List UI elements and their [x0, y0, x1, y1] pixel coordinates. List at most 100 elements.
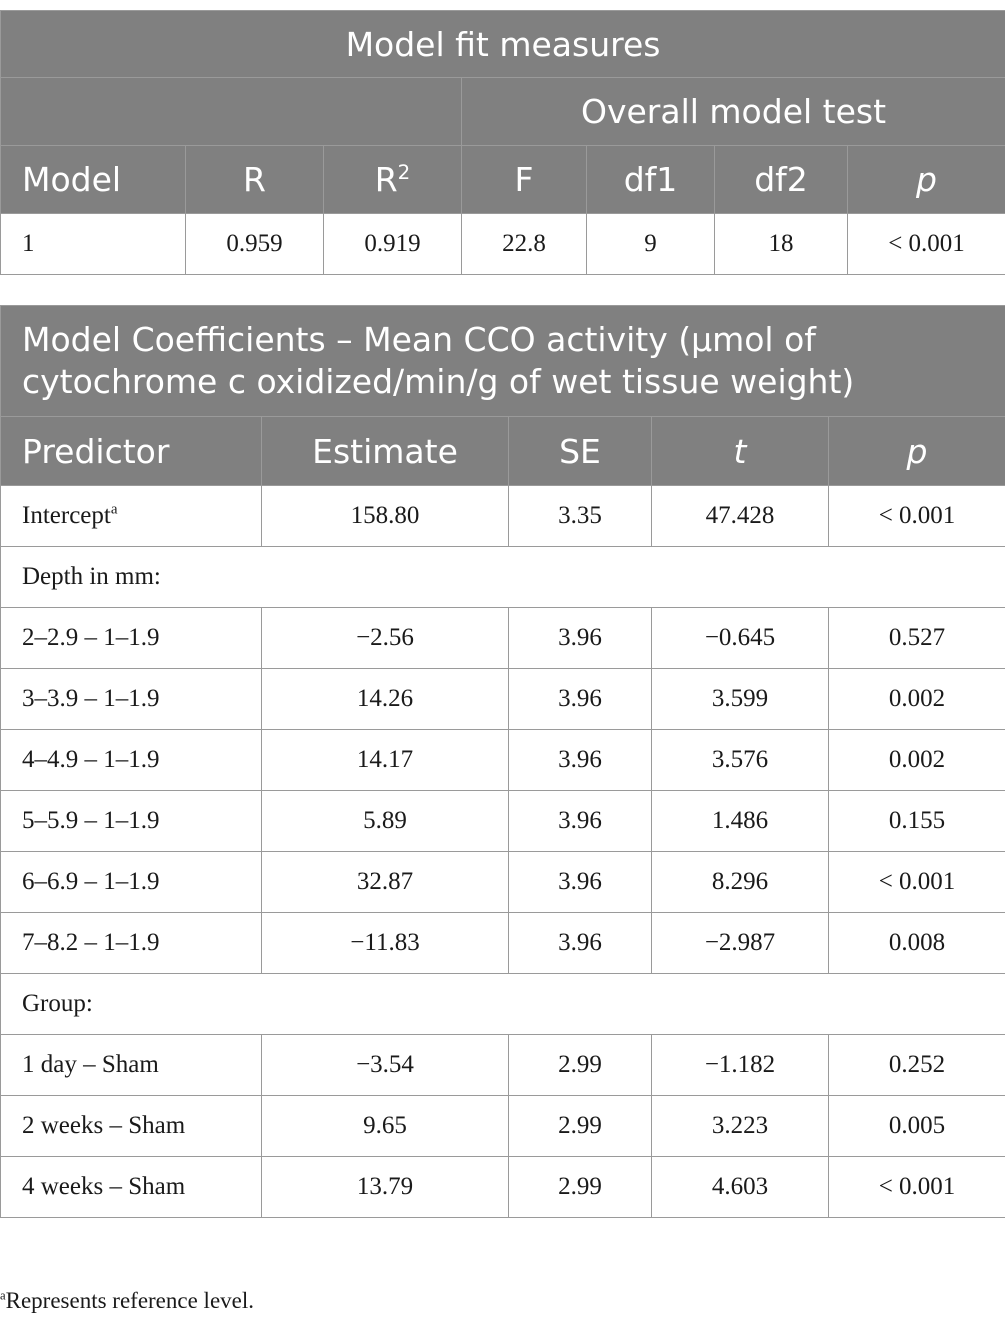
cell-p: 0.002 [828, 668, 1005, 730]
cell-df1: 9 [586, 213, 715, 275]
overall-model-test-header: Overall model test [460, 77, 1005, 146]
cell-predictor: Intercepta [0, 485, 262, 547]
col-t: t [651, 416, 829, 486]
cell-se: 3.96 [508, 790, 652, 852]
cell-r2: 0.919 [323, 213, 462, 275]
group-rows: 1 day – Sham −3.54 2.99 −1.182 0.252 2 weeks … [0, 1034, 1005, 1218]
cell-p: 0.527 [828, 607, 1005, 669]
section-row: Depth in mm: [0, 546, 1005, 608]
col-model: Model [0, 145, 186, 214]
col-se: SE [508, 416, 652, 486]
cell-se: 3.96 [508, 851, 652, 913]
cell-t: 8.296 [651, 851, 829, 913]
table-row: 1 0.959 0.919 22.8 9 18 < 0.001 [0, 213, 1005, 275]
cell-se: 2.99 [508, 1095, 652, 1157]
table-row: 4 weeks – Sham 13.79 2.99 4.603 < 0.001 [0, 1156, 1005, 1218]
model-fit-title: Model fit measures [0, 10, 1005, 78]
cell-df2: 18 [714, 213, 848, 275]
cell-se: 3.96 [508, 912, 652, 974]
cell-estimate: 158.80 [261, 485, 509, 547]
cell-estimate: 14.26 [261, 668, 509, 730]
header-spacer [0, 77, 462, 146]
col-predictor: Predictor [0, 416, 262, 486]
table-row: 7–8.2 – 1–1.9 −11.83 3.96 −2.987 0.008 [0, 912, 1005, 974]
col-r2-base: R [374, 160, 398, 199]
cell-estimate: −11.83 [261, 912, 509, 974]
table-row: 5–5.9 – 1–1.9 5.89 3.96 1.486 0.155 [0, 790, 1005, 852]
cell-t: 1.486 [651, 790, 829, 852]
section-row: Group: [0, 973, 1005, 1035]
cell-se: 2.99 [508, 1156, 652, 1218]
cell-t: 3.599 [651, 668, 829, 730]
cell-r: 0.959 [185, 213, 324, 275]
cell-estimate: 32.87 [261, 851, 509, 913]
table-row: 6–6.9 – 1–1.9 32.87 3.96 8.296 < 0.001 [0, 851, 1005, 913]
model-coefficients-table: Model Coefficients – Mean CCO activity (… [0, 305, 1005, 1218]
cell-p: 0.252 [828, 1034, 1005, 1096]
cell-model: 1 [0, 213, 186, 275]
cell-p: 0.002 [828, 729, 1005, 791]
cell-t: −0.645 [651, 607, 829, 669]
cell-estimate: −2.56 [261, 607, 509, 669]
footnote-marker: a [110, 501, 118, 518]
table-row: 2 weeks – Sham 9.65 2.99 3.223 0.005 [0, 1095, 1005, 1157]
coefficients-title-line2: cytochrome c oxidized/min/g of wet tissu… [22, 362, 855, 401]
footnote: aRepresents reference level. [0, 1288, 254, 1314]
cell-t: 4.603 [651, 1156, 829, 1218]
cell-estimate: 5.89 [261, 790, 509, 852]
coefficients-title: Model Coefficients – Mean CCO activity (… [0, 305, 1005, 417]
table-row: 2–2.9 – 1–1.9 −2.56 3.96 −0.645 0.527 [0, 607, 1005, 669]
cell-predictor: 3–3.9 – 1–1.9 [0, 668, 262, 730]
table-row: 4–4.9 – 1–1.9 14.17 3.96 3.576 0.002 [0, 729, 1005, 791]
intercept-label: Intercept [22, 502, 111, 529]
footnote-marker: a [0, 1288, 6, 1303]
col-df2: df2 [714, 145, 848, 214]
cell-se: 3.96 [508, 668, 652, 730]
col-estimate: Estimate [261, 416, 509, 486]
footnote-text: Represents reference level. [5, 1288, 255, 1313]
cell-predictor: 5–5.9 – 1–1.9 [0, 790, 262, 852]
cell-estimate: −3.54 [261, 1034, 509, 1096]
col-p: p [828, 416, 1005, 486]
cell-t: −1.182 [651, 1034, 829, 1096]
cell-estimate: 13.79 [261, 1156, 509, 1218]
cell-predictor: 2 weeks – Sham [0, 1095, 262, 1157]
col-r2: R2 [323, 145, 462, 214]
cell-p: < 0.001 [846, 213, 1005, 275]
cell-t: 3.223 [651, 1095, 829, 1157]
cell-t: 3.576 [651, 729, 829, 791]
cell-predictor: 4 weeks – Sham [0, 1156, 262, 1218]
cell-predictor: 7–8.2 – 1–1.9 [0, 912, 262, 974]
section-group-label: Group: [0, 973, 1005, 1035]
model-fit-table: Model fit measures Overall model test Mo… [0, 10, 1005, 275]
table-row: 1 day – Sham −3.54 2.99 −1.182 0.252 [0, 1034, 1005, 1096]
cell-estimate: 14.17 [261, 729, 509, 791]
cell-se: 3.96 [508, 729, 652, 791]
cell-p: 0.155 [828, 790, 1005, 852]
coefficients-title-line1: Model Coefficients – Mean CCO activity (… [22, 320, 816, 359]
col-df1: df1 [586, 145, 715, 214]
cell-predictor: 6–6.9 – 1–1.9 [0, 851, 262, 913]
col-p: p [846, 145, 1005, 214]
cell-p: 0.005 [828, 1095, 1005, 1157]
cell-se: 3.96 [508, 607, 652, 669]
cell-se: 2.99 [508, 1034, 652, 1096]
section-depth-label: Depth in mm: [0, 546, 1005, 608]
cell-t: 47.428 [651, 485, 829, 547]
cell-predictor: 4–4.9 – 1–1.9 [0, 729, 262, 791]
cell-p: < 0.001 [828, 1156, 1005, 1218]
cell-se: 3.35 [508, 485, 652, 547]
cell-p: < 0.001 [828, 485, 1005, 547]
cell-estimate: 9.65 [261, 1095, 509, 1157]
cell-p: 0.008 [828, 912, 1005, 974]
table-row: 3–3.9 – 1–1.9 14.26 3.96 3.599 0.002 [0, 668, 1005, 730]
cell-predictor: 2–2.9 – 1–1.9 [0, 607, 262, 669]
cell-predictor: 1 day – Sham [0, 1034, 262, 1096]
col-f: F [461, 145, 587, 214]
cell-t: −2.987 [651, 912, 829, 974]
col-r2-sup: 2 [397, 161, 411, 184]
table-row: Intercepta 158.80 3.35 47.428 < 0.001 [0, 485, 1005, 547]
depth-rows: 2–2.9 – 1–1.9 −2.56 3.96 −0.645 0.527 3–3.9 –… [0, 607, 1005, 974]
col-r: R [185, 145, 324, 214]
cell-p: < 0.001 [828, 851, 1005, 913]
